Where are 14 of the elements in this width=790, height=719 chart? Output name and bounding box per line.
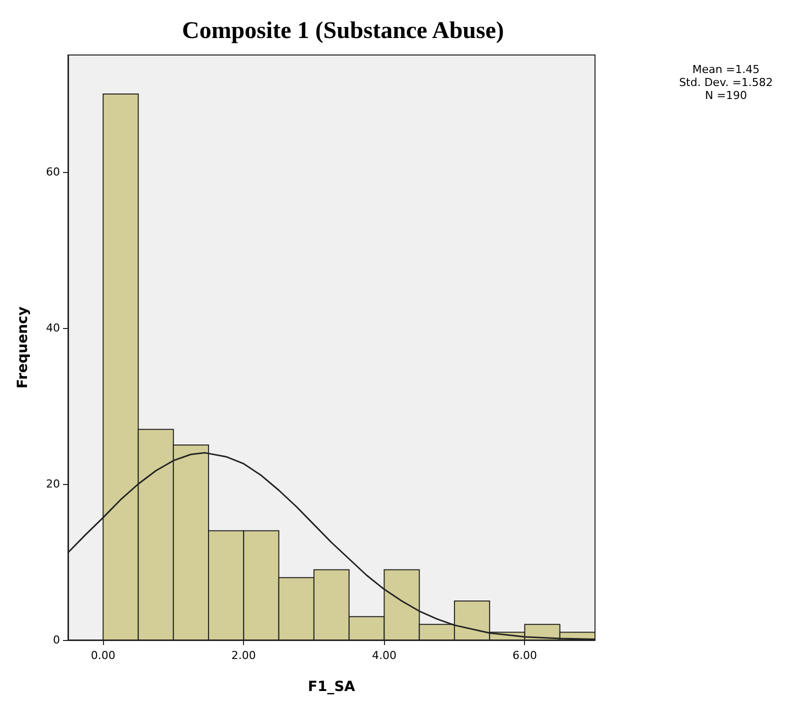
text: N =190 [705,89,747,102]
x-tick-label: 6.00 [512,649,537,662]
x-tick-label: 4.00 [372,649,396,662]
y-axis-title: Frequency [15,306,31,388]
text: Mean =1.45 [692,63,760,76]
text: Std. Dev. =1.582 [679,76,773,89]
y-tick-label: 40 [46,322,60,334]
y-tick-label: 0 [53,634,60,646]
x-tick-label: 2.00 [231,649,256,662]
chart-title: Composite 1 (Substance Abuse) [182,18,504,44]
y-tick-label: 60 [46,166,60,178]
y-tick-label: 20 [46,478,60,490]
x-axis-title: F1_SA [308,679,356,695]
x-tick-label: 0.00 [90,649,116,662]
